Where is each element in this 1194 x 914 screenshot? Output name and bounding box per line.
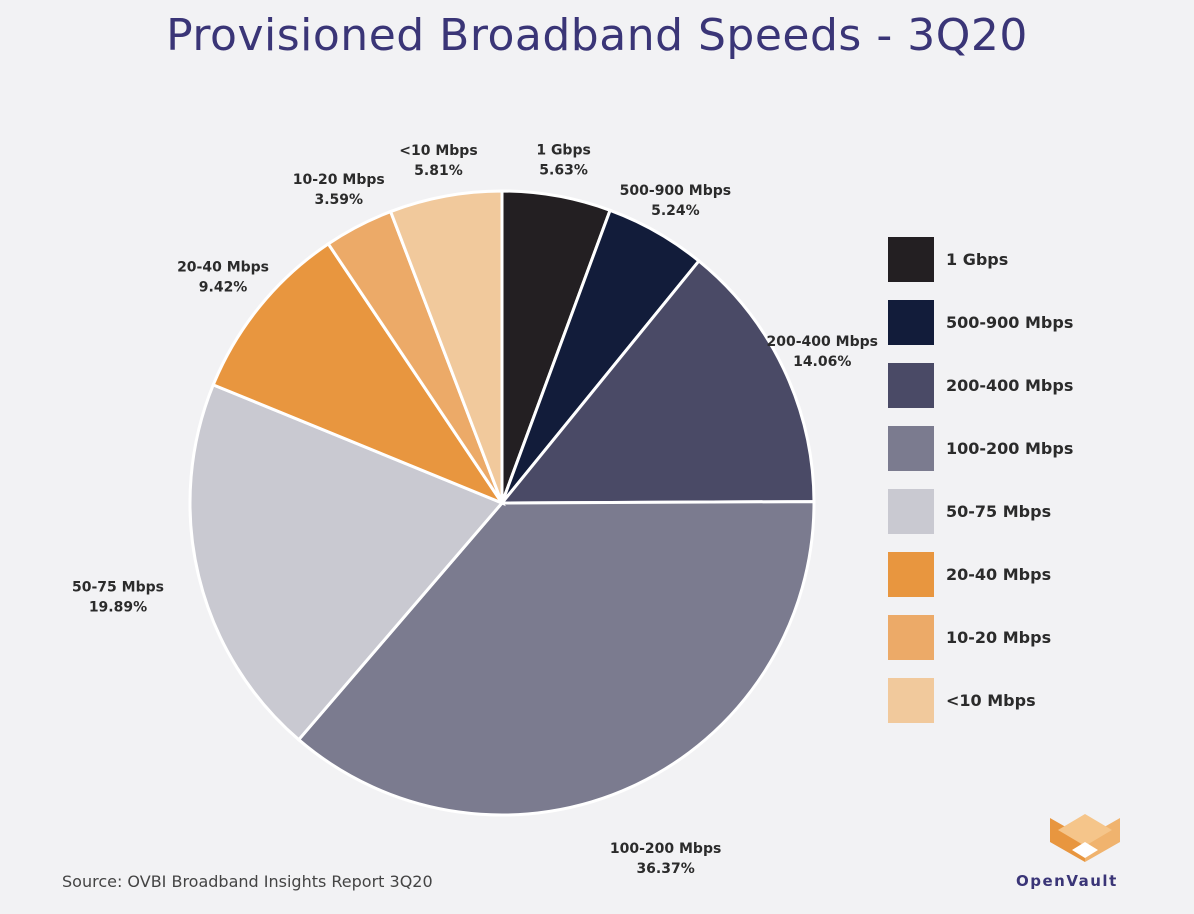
slice-category-label: 100-200 Mbps <box>610 841 721 857</box>
legend-swatch <box>888 552 934 597</box>
slice-label: 200-400 Mbps 14.06% <box>767 334 878 370</box>
legend-label: <10 Mbps <box>946 691 1036 710</box>
slice-percent-label: 19.89% <box>89 600 147 616</box>
slice-label: 20-40 Mbps 9.42% <box>177 259 269 295</box>
legend-item: 500-900 Mbps <box>888 291 1073 354</box>
legend-label: 100-200 Mbps <box>946 439 1074 458</box>
slice-category-label: 200-400 Mbps <box>767 334 878 350</box>
legend-swatch <box>888 489 934 534</box>
slice-label: 10-20 Mbps 3.59% <box>293 172 385 208</box>
legend: 1 Gbps 500-900 Mbps 200-400 Mbps 100-200 Mb… <box>888 228 1073 732</box>
legend-swatch <box>888 363 934 408</box>
slice-category-label: <10 Mbps <box>399 143 477 159</box>
openvault-logo-icon <box>1050 814 1120 862</box>
slice-percent-label: 5.63% <box>539 162 588 178</box>
legend-label: 50-75 Mbps <box>946 502 1052 521</box>
brand-name: OpenVault <box>1016 872 1118 890</box>
legend-label: 200-400 Mbps <box>946 376 1074 395</box>
legend-item: 200-400 Mbps <box>888 354 1073 417</box>
slice-category-label: 1 Gbps <box>536 142 590 158</box>
legend-label: 1 Gbps <box>946 250 1009 269</box>
slice-label: 100-200 Mbps 36.37% <box>610 841 721 877</box>
slice-percent-label: 36.37% <box>636 861 694 877</box>
slice-category-label: 10-20 Mbps <box>293 172 385 188</box>
legend-label: 500-900 Mbps <box>946 313 1074 332</box>
legend-item: 10-20 Mbps <box>888 606 1073 669</box>
pie-slice-50-75-mbps <box>188 382 505 742</box>
slice-category-label: 500-900 Mbps <box>620 183 731 199</box>
slice-percent-label: 5.81% <box>414 163 463 179</box>
slice-label: <10 Mbps 5.81% <box>399 143 477 179</box>
slice-label: 50-75 Mbps 19.89% <box>72 580 164 616</box>
slice-category-label: 20-40 Mbps <box>177 259 269 275</box>
legend-item: 100-200 Mbps <box>888 417 1073 480</box>
slice-category-label: 50-75 Mbps <box>72 580 164 596</box>
slice-percent-label: 9.42% <box>199 279 248 295</box>
legend-item: 1 Gbps <box>888 228 1073 291</box>
legend-item: 50-75 Mbps <box>888 480 1073 543</box>
legend-item: <10 Mbps <box>888 669 1073 732</box>
pie-slice--10-mbps <box>388 189 504 504</box>
pie-slice-20-40-mbps <box>211 241 506 507</box>
slice-percent-label: 3.59% <box>314 192 363 208</box>
pie-labels: 1 Gbps 5.63% 500-900 Mbps 5.24% 200-400 Mbps… <box>72 142 878 877</box>
legend-swatch <box>888 615 934 660</box>
legend-item: 20-40 Mbps <box>888 543 1073 606</box>
pie-slice-200-400-mbps <box>498 258 816 505</box>
slice-percent-label: 14.06% <box>793 354 851 370</box>
pie-slice-100-200-mbps <box>296 500 816 817</box>
legend-label: 20-40 Mbps <box>946 565 1052 584</box>
slice-percent-label: 5.24% <box>651 203 700 219</box>
legend-label: 10-20 Mbps <box>946 628 1052 647</box>
pie-slices <box>188 189 816 817</box>
legend-swatch <box>888 300 934 345</box>
legend-swatch <box>888 678 934 723</box>
legend-swatch <box>888 426 934 471</box>
slice-label: 500-900 Mbps 5.24% <box>620 183 731 219</box>
slice-label: 1 Gbps 5.63% <box>536 142 590 178</box>
chart-title: Provisioned Broadband Speeds - 3Q20 <box>166 10 1028 61</box>
legend-swatch <box>888 237 934 282</box>
source-note: Source: OVBI Broadband Insights Report 3… <box>62 872 433 891</box>
